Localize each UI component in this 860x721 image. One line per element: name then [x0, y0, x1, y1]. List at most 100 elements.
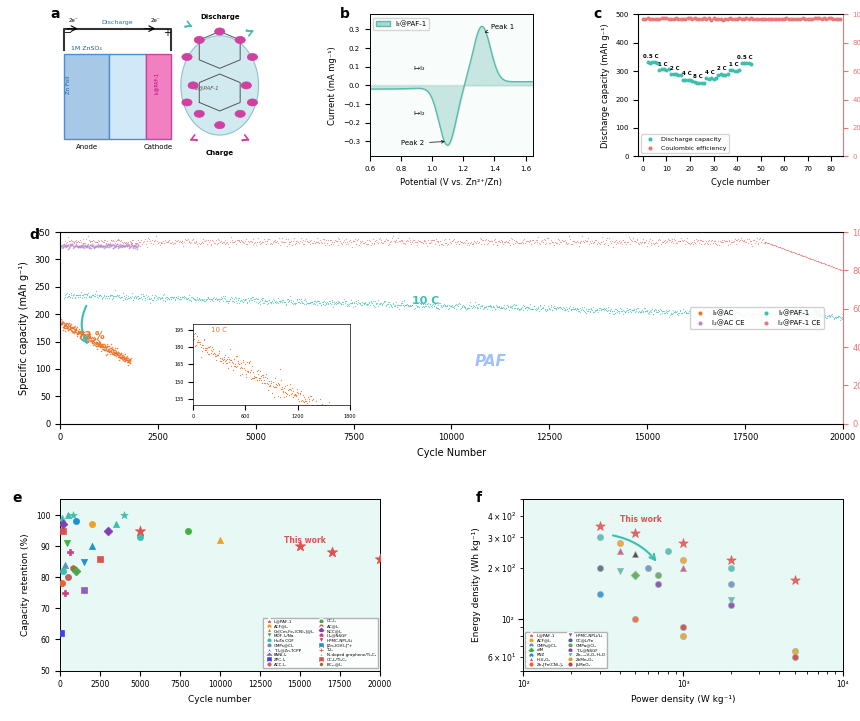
Point: [76, 328, 89, 340]
Point: [669, 68, 683, 80]
Point: [108, 239, 121, 250]
Point: [80, 332, 94, 344]
Point: [358, 297, 372, 309]
Point: [185, 291, 199, 303]
Point: [798, 251, 812, 262]
Point: [513, 238, 527, 249]
Point: [295, 298, 309, 309]
Text: −: −: [64, 27, 72, 37]
Point: [459, 303, 473, 314]
Point: [634, 306, 648, 317]
Point: [296, 296, 310, 308]
Point: [581, 303, 595, 314]
Point: [437, 298, 451, 309]
Point: [793, 311, 807, 323]
Point: [832, 311, 845, 322]
Point: [771, 310, 785, 322]
Point: [249, 293, 262, 305]
Point: [208, 293, 222, 305]
Point: [805, 311, 819, 322]
Point: [572, 240, 586, 252]
Point: [132, 236, 146, 248]
Point: [208, 238, 222, 249]
Point: [229, 238, 243, 249]
Point: [498, 236, 512, 248]
Point: [80, 240, 94, 252]
Point: [714, 236, 728, 248]
Point: [166, 239, 180, 250]
Text: Charge: Charge: [206, 150, 234, 156]
Point: [575, 230, 589, 242]
Point: [225, 236, 239, 247]
Point: [71, 236, 84, 248]
Point: [452, 298, 466, 309]
Point: [217, 236, 230, 247]
Point: [56, 315, 70, 327]
Point: [347, 301, 360, 313]
Point: [650, 306, 664, 317]
Point: [758, 311, 771, 323]
Point: [210, 294, 224, 306]
Point: [116, 349, 130, 360]
Point: [130, 241, 144, 252]
Point: [306, 236, 320, 248]
Point: [115, 352, 129, 363]
Point: [556, 304, 570, 316]
Point: [677, 306, 691, 317]
Point: [658, 307, 672, 319]
Point: [673, 13, 687, 25]
Point: [61, 318, 75, 329]
Point: [439, 233, 452, 244]
Point: [746, 13, 760, 25]
Point: [638, 303, 652, 314]
Point: [64, 324, 77, 336]
Text: 2 C: 2 C: [670, 66, 679, 71]
Point: [650, 237, 664, 249]
Point: [275, 236, 289, 247]
Point: [371, 298, 384, 309]
Point: [150, 231, 163, 242]
Point: [89, 236, 103, 248]
Point: [256, 297, 270, 309]
Point: [92, 339, 106, 350]
Point: [369, 234, 383, 246]
Point: [697, 77, 711, 89]
Point: [544, 236, 558, 248]
Point: [766, 239, 780, 251]
Point: [746, 235, 760, 247]
Point: [243, 292, 257, 304]
Point: [71, 322, 84, 333]
Point: [146, 294, 160, 306]
Point: [396, 237, 410, 249]
Point: [641, 562, 654, 573]
Point: [62, 317, 76, 329]
Point: [173, 235, 187, 247]
Point: [617, 236, 631, 248]
Point: [499, 302, 513, 314]
Point: [282, 295, 296, 306]
Point: [56, 322, 70, 333]
Point: [547, 302, 561, 314]
Point: [238, 236, 252, 247]
Point: [809, 312, 823, 324]
Point: [58, 317, 71, 329]
Point: [116, 239, 130, 251]
Point: [812, 256, 826, 267]
Point: [196, 294, 210, 306]
Point: [55, 317, 69, 329]
Point: [792, 310, 806, 322]
Point: [796, 311, 809, 323]
Point: [121, 290, 135, 301]
Point: [280, 240, 293, 252]
Point: [124, 238, 138, 249]
Point: [736, 311, 750, 322]
Point: [87, 335, 101, 346]
Point: [107, 290, 120, 301]
Point: [684, 307, 697, 319]
Point: [494, 302, 508, 314]
Point: [814, 310, 827, 322]
Point: [275, 294, 289, 306]
Point: [115, 239, 129, 251]
Point: [251, 233, 265, 244]
Point: [726, 13, 740, 25]
